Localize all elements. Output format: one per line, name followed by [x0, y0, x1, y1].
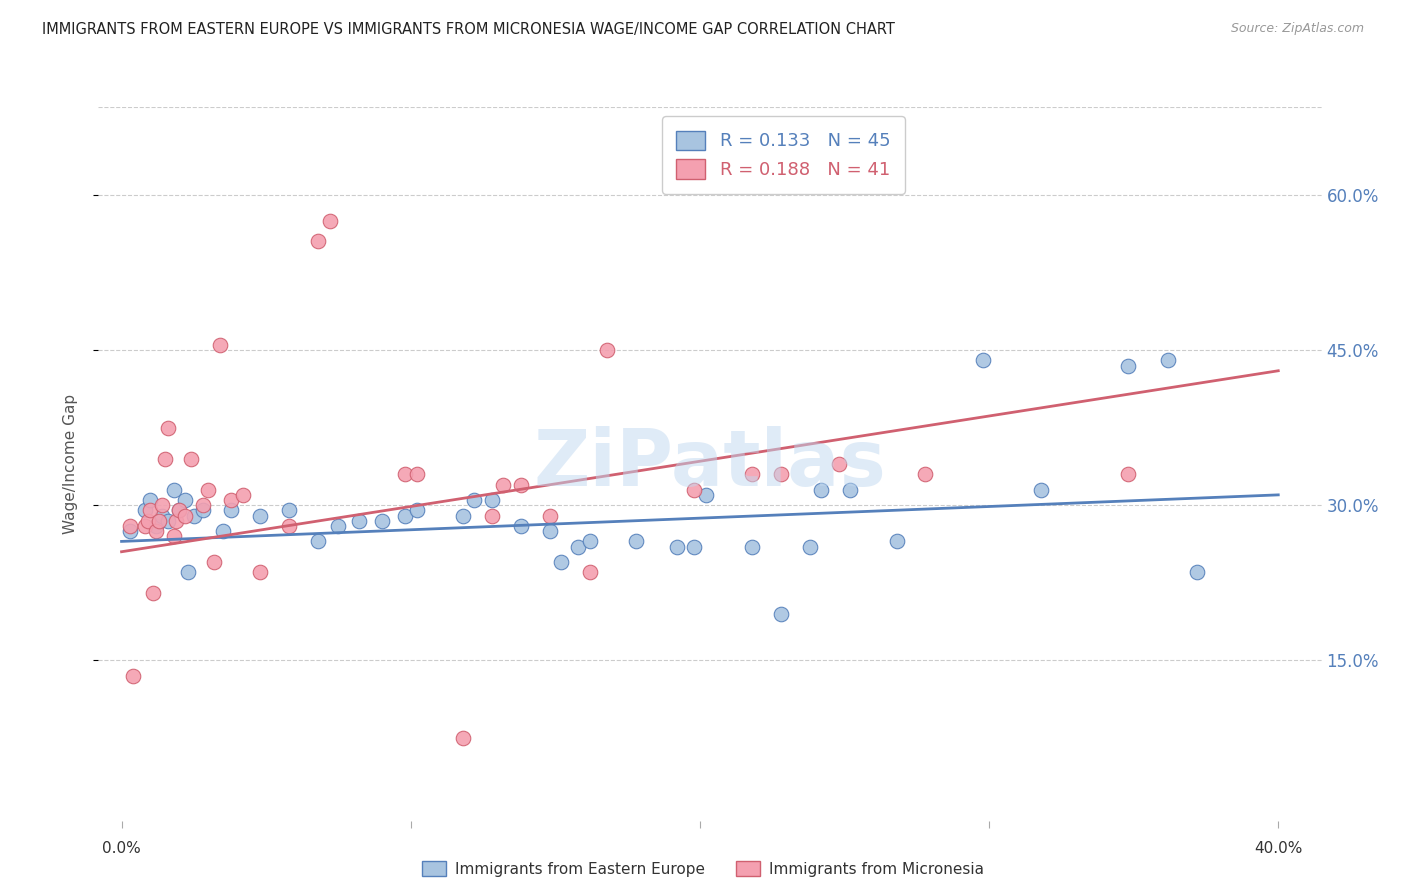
Text: 40.0%: 40.0% [1254, 841, 1302, 856]
Point [150, 508, 173, 523]
Text: ZiPatlas: ZiPatlas [534, 425, 886, 502]
Point [307, 235, 329, 249]
Point [191, 503, 214, 517]
Point [208, 338, 231, 352]
Point [142, 586, 165, 600]
Point [136, 514, 159, 528]
Legend: Immigrants from Eastern Europe, Immigrants from Micronesia: Immigrants from Eastern Europe, Immigran… [413, 853, 993, 884]
Point [626, 534, 648, 549]
Text: IMMIGRANTS FROM EASTERN EUROPE VS IMMIGRANTS FROM MICRONESIA WAGE/INCOME GAP COR: IMMIGRANTS FROM EASTERN EUROPE VS IMMIGR… [42, 22, 896, 37]
Point [249, 508, 271, 523]
Point [394, 467, 416, 482]
Point [150, 498, 173, 512]
Point [156, 420, 179, 434]
Point [481, 508, 503, 523]
Point [145, 524, 167, 538]
Point [799, 540, 821, 554]
Point [174, 508, 197, 523]
Point [145, 519, 167, 533]
Point [197, 483, 219, 497]
Point [810, 483, 832, 497]
Point [232, 488, 254, 502]
Point [153, 451, 176, 466]
Point [596, 343, 619, 357]
Point [741, 540, 763, 554]
Point [463, 493, 485, 508]
Point [1157, 353, 1180, 368]
Point [139, 493, 162, 508]
Point [481, 493, 503, 508]
Point [169, 503, 191, 517]
Point [394, 508, 416, 523]
Point [134, 519, 156, 533]
Point [886, 534, 908, 549]
Point [211, 524, 233, 538]
Point [683, 483, 706, 497]
Point [120, 519, 142, 533]
Point [579, 566, 602, 580]
Point [139, 503, 162, 517]
Point [278, 503, 301, 517]
Point [550, 555, 572, 569]
Point [509, 519, 531, 533]
Point [839, 483, 862, 497]
Y-axis label: Wage/Income Gap: Wage/Income Gap [63, 393, 77, 534]
Point [202, 555, 225, 569]
Point [166, 514, 188, 528]
Point [169, 503, 191, 517]
Point [1187, 566, 1209, 580]
Point [328, 519, 350, 533]
Point [567, 540, 589, 554]
Point [148, 514, 170, 528]
Point [162, 483, 184, 497]
Point [122, 669, 145, 683]
Point [492, 477, 515, 491]
Point [1116, 467, 1139, 482]
Point [579, 534, 602, 549]
Point [683, 540, 706, 554]
Legend: R = 0.133   N = 45, R = 0.188   N = 41: R = 0.133 N = 45, R = 0.188 N = 41 [662, 116, 905, 194]
Point [405, 467, 427, 482]
Point [319, 214, 342, 228]
Point [371, 514, 394, 528]
Point [347, 514, 370, 528]
Point [741, 467, 763, 482]
Point [174, 493, 197, 508]
Point [249, 566, 271, 580]
Point [120, 524, 142, 538]
Point [405, 503, 427, 517]
Point [191, 498, 214, 512]
Point [665, 540, 688, 554]
Point [509, 477, 531, 491]
Point [538, 524, 561, 538]
Point [307, 534, 329, 549]
Point [134, 503, 156, 517]
Point [1029, 483, 1052, 497]
Point [278, 519, 301, 533]
Point [177, 566, 200, 580]
Text: Source: ZipAtlas.com: Source: ZipAtlas.com [1230, 22, 1364, 36]
Point [221, 503, 243, 517]
Point [451, 508, 474, 523]
Point [221, 493, 243, 508]
Point [914, 467, 936, 482]
Point [769, 467, 792, 482]
Point [769, 607, 792, 621]
Point [828, 457, 851, 471]
Point [1116, 359, 1139, 373]
Point [156, 514, 179, 528]
Point [972, 353, 994, 368]
Point [183, 508, 205, 523]
Text: 0.0%: 0.0% [103, 841, 141, 856]
Point [451, 731, 474, 745]
Point [180, 451, 202, 466]
Point [538, 508, 561, 523]
Point [695, 488, 717, 502]
Point [162, 529, 184, 543]
